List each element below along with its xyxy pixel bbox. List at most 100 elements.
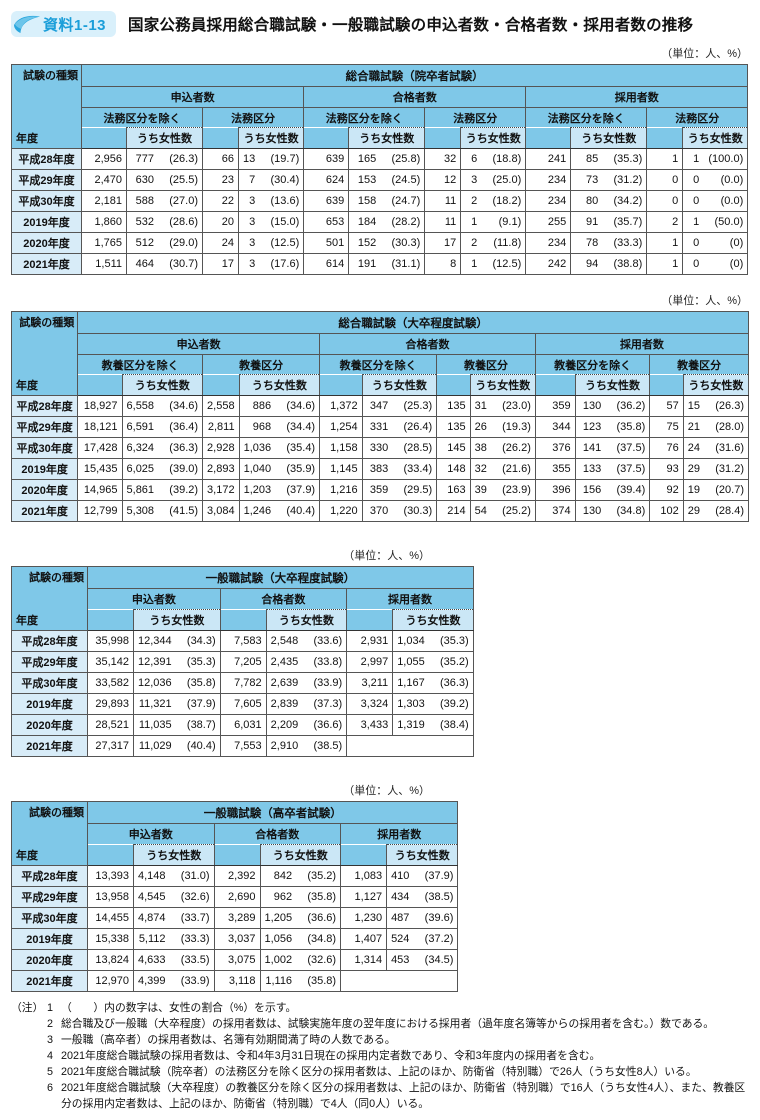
female-subheader: うち女性数 <box>237 127 305 149</box>
data-cell: 22 <box>202 190 239 212</box>
data-cell: 27,317 <box>87 735 134 757</box>
subheader-spacer <box>87 609 134 631</box>
data-cell-female: 359 (29.5) <box>361 479 438 501</box>
unit-label: （単位：人、%） <box>343 785 430 797</box>
data-cell: 17 <box>202 253 239 275</box>
data-cell-female: 13 (19.7) <box>237 148 305 170</box>
data-cell: 3,037 <box>213 928 261 950</box>
data-cell-female: 0 (0) <box>682 232 749 254</box>
group-header: 申込者数 <box>87 588 221 610</box>
female-subheader: うち女性数 <box>682 127 749 149</box>
data-cell-female: 962 (35.8) <box>259 886 342 908</box>
year-cell: 平成29年度 <box>11 651 88 673</box>
data-cell-female: 94 (38.8) <box>570 253 648 275</box>
data-cell: 1,860 <box>81 211 127 233</box>
division-header: 法務区分を除く <box>303 107 426 128</box>
data-cell: 28,521 <box>87 714 134 736</box>
division-header: 法務区分を除く <box>81 107 203 128</box>
data-cell: 7,205 <box>219 651 267 673</box>
data-cell-female: 184 (28.2) <box>348 211 426 233</box>
division-header: 法務区分を除く <box>525 107 648 128</box>
data-cell: 3,084 <box>202 500 240 522</box>
table-row: 2021年度 27,317 11,029 (40.4) 7,553 2,910 (38.5) <box>11 735 474 757</box>
table-row: 平成29年度 18,121 6,591 (36.4) 2,811 968 (34.4) 1,2… <box>10 416 750 438</box>
data-cell: 355 <box>534 458 576 480</box>
data-cell: 396 <box>534 479 576 501</box>
data-cell: 6,031 <box>219 714 267 736</box>
data-cell-female: 5,308 (41.5) <box>121 500 204 522</box>
data-cell-female: 29 (28.4) <box>682 500 750 522</box>
data-cell: 3,324 <box>346 693 394 715</box>
data-cell-female: 32 (21.6) <box>469 458 536 480</box>
section-sogo-inzotsu: （単位：人、%） 試験の種類 年度 総合職試験（院卒者試験） 申込者数 合格者数 採用者数… <box>11 47 749 275</box>
group-header: 採用者数 <box>340 823 459 845</box>
year-cell: 2019年度 <box>11 928 88 950</box>
year-cell: 2021年度 <box>11 970 88 992</box>
data-cell: 234 <box>525 232 572 254</box>
group-header: 申込者数 <box>77 333 321 355</box>
female-subheader: うち女性数 <box>570 127 648 149</box>
data-cell-female: 532 (28.6) <box>126 211 203 233</box>
data-cell-female: 0 (0.0) <box>682 190 749 212</box>
footnote-text: 一般職（高卒者）の採用者数は、名簿有効期間満了時の人数である。 <box>61 1033 396 1046</box>
table-title: 総合職試験（大卒程度試験） <box>77 311 749 334</box>
section-sogo-daisotsu: （単位：人、%） 試験の種類 年度 総合職試験（大卒程度試験） 申込者数 合格者数 採用者… <box>10 294 750 522</box>
female-subheader: うち女性数 <box>259 844 342 866</box>
data-cell: 376 <box>534 437 576 459</box>
group-header: 合格者数 <box>213 823 342 845</box>
data-cell-female: 4,545 (32.6) <box>133 886 215 908</box>
group-header: 採用者数 <box>346 588 474 610</box>
data-cell-female: 487 (39.6) <box>386 907 459 929</box>
data-cell: 7,583 <box>219 630 267 652</box>
document-header: 資料1-13 国家公務員採用総合職試験・一般職試験の申込者数・合格者数・採用者数… <box>11 9 749 39</box>
data-cell: 255 <box>525 211 572 233</box>
year-cell: 2020年度 <box>11 714 88 736</box>
data-cell-female: 886 (34.6) <box>238 395 321 417</box>
data-cell: 1,372 <box>319 395 363 417</box>
data-cell-female: 19 (20.7) <box>682 479 750 501</box>
data-cell: 3,075 <box>213 949 261 971</box>
data-cell-female: 31 (23.0) <box>469 395 536 417</box>
year-cell: 平成30年度 <box>11 907 88 929</box>
data-cell-female: 1,002 (32.6) <box>259 949 342 971</box>
table-title: 総合職試験（院卒者試験） <box>80 64 749 87</box>
data-cell-female: 7 (30.4) <box>237 169 305 191</box>
data-cell: 2,690 <box>213 886 261 908</box>
female-subheader: うち女性数 <box>126 127 203 149</box>
data-cell-female: 383 (33.4) <box>361 458 438 480</box>
table-row: 2020年度 1,765 512 (29.0) 24 3 (12.5) 501 152 (30.3… <box>11 232 749 254</box>
data-cell-female: 15 (26.3) <box>682 395 750 417</box>
data-cell: 93 <box>649 458 684 480</box>
data-cell: 13,958 <box>87 886 134 908</box>
data-cell: 1,220 <box>319 500 363 522</box>
data-cell: 241 <box>525 148 572 170</box>
footnotes: （注） 1 （ ）内の数字は、女性の割合（%）を示す。 2 総合職及び一般職（大卒程… <box>11 1001 749 1113</box>
data-cell-female: 3 (25.0) <box>460 169 527 191</box>
data-cell: 1,254 <box>319 416 363 438</box>
data-cell: 13,393 <box>87 865 134 887</box>
table-row: 2020年度 13,824 4,633 (33.5) 3,075 1,002 (32.6) 1… <box>11 949 459 971</box>
table-row: 平成30年度 33,582 12,036 (35.8) 7,782 2,639 (33.9)… <box>11 672 474 694</box>
subheader-spacer <box>436 374 471 396</box>
subheader-spacer <box>646 127 684 149</box>
data-cell: 1,083 <box>340 865 388 887</box>
data-cell-female: 26 (19.3) <box>469 416 536 438</box>
subheader-spacer <box>534 374 576 396</box>
no-data-cell <box>340 970 459 992</box>
data-cell-female: 6 (18.8) <box>460 148 527 170</box>
data-cell: 2,392 <box>213 865 261 887</box>
data-cell-female: 80 (34.2) <box>570 190 648 212</box>
data-cell-female: 842 (35.2) <box>259 865 342 887</box>
female-subheader: うち女性数 <box>238 374 321 396</box>
subheader-spacer <box>202 374 240 396</box>
page-title: 国家公務員採用総合職試験・一般職試験の申込者数・合格者数・採用者数の推移 <box>128 17 694 34</box>
data-cell: 2,811 <box>202 416 240 438</box>
footnote-item: 3 一般職（高卒者）の採用者数は、名簿有効期間満了時の人数である。 <box>41 1033 749 1049</box>
data-cell: 14,965 <box>77 479 123 501</box>
data-cell-female: 4,633 (33.5) <box>133 949 215 971</box>
data-cell-female: 588 (27.0) <box>126 190 203 212</box>
division-header: 教養区分 <box>649 354 749 375</box>
unit-label: （単位：人、%） <box>343 550 430 562</box>
data-cell: 29,893 <box>87 693 134 715</box>
data-cell: 2,928 <box>202 437 240 459</box>
